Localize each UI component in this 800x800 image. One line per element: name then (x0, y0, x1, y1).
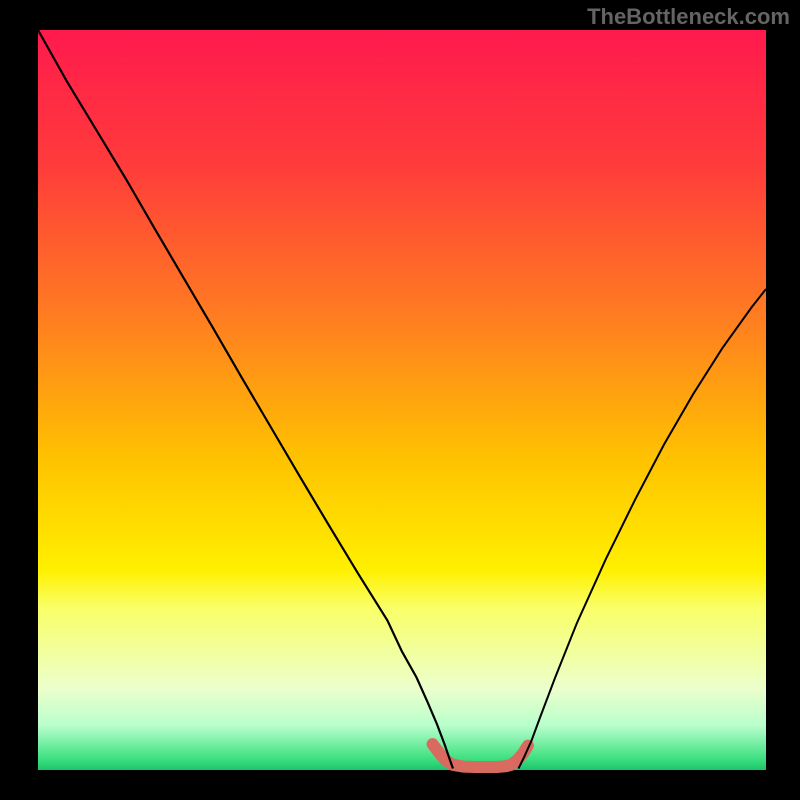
bottom-marker (433, 744, 528, 767)
chart-frame: TheBottleneck.com (0, 0, 800, 800)
watermark-text: TheBottleneck.com (587, 4, 790, 30)
right-curve (518, 289, 766, 769)
curves-layer (0, 0, 800, 800)
left-curve (38, 30, 453, 769)
